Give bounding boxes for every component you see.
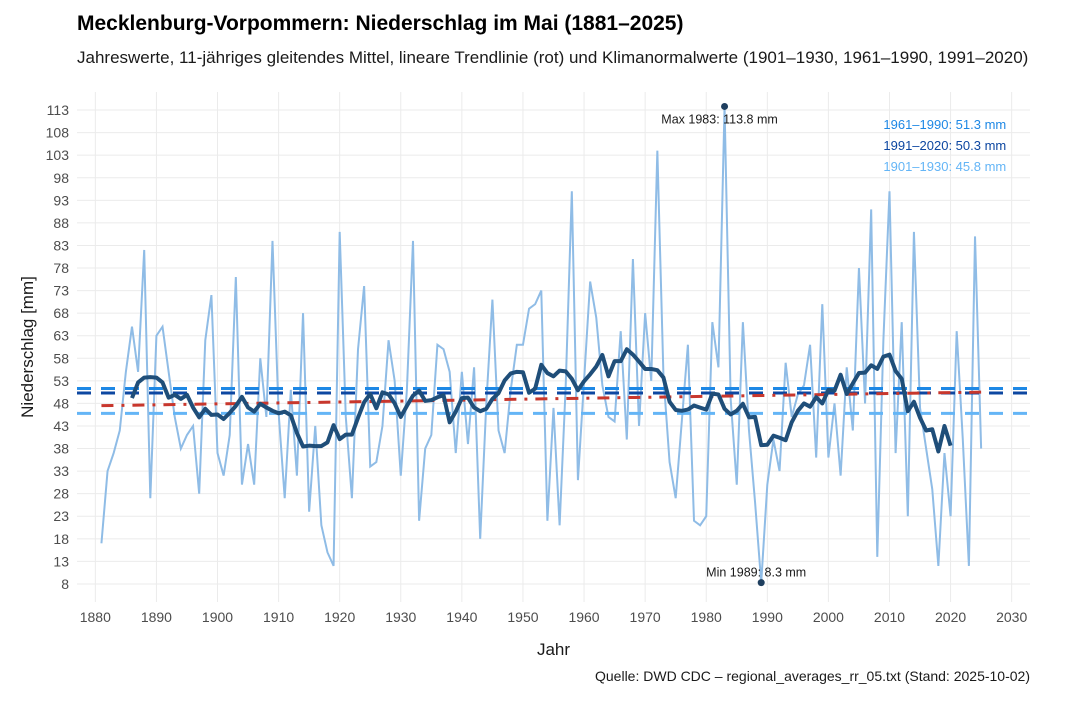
normal-label: 1901–1930: 45.8 mm — [883, 159, 1006, 174]
x-tick-label: 1910 — [263, 609, 294, 625]
y-tick-label: 53 — [53, 373, 69, 389]
y-tick-label: 98 — [53, 170, 69, 186]
x-tick-label: 2030 — [996, 609, 1027, 625]
x-tick-label: 1890 — [141, 609, 172, 625]
y-axis-label: Niederschlag [mm] — [18, 276, 37, 418]
y-tick-label: 108 — [46, 125, 70, 141]
y-tick-label: 8 — [61, 576, 69, 592]
y-tick-label: 63 — [53, 328, 69, 344]
extreme-label: Min 1989: 8.3 mm — [706, 566, 806, 580]
chart-title: Mecklenburg-Vorpommern: Niederschlag im … — [77, 12, 684, 35]
y-tick-label: 83 — [53, 237, 69, 253]
y-tick-label: 43 — [53, 418, 69, 434]
x-tick-label: 1990 — [752, 609, 783, 625]
x-tick-label: 1940 — [446, 609, 477, 625]
y-tick-label: 23 — [53, 508, 69, 524]
trend-line — [101, 390, 982, 408]
y-tick-label: 28 — [53, 486, 69, 502]
normal-label: 1961–1990: 51.3 mm — [883, 117, 1006, 132]
chart-subtitle: Jahreswerte, 11-jähriges gleitendes Mitt… — [77, 48, 1029, 67]
x-tick-label: 2010 — [874, 609, 905, 625]
x-tick-label: 1980 — [691, 609, 722, 625]
x-tick-label: 1960 — [568, 609, 599, 625]
y-tick-label: 58 — [53, 350, 69, 366]
y-tick-label: 88 — [53, 215, 69, 231]
y-tick-label: 33 — [53, 463, 69, 479]
x-tick-label: 1970 — [630, 609, 661, 625]
normal-label: 1991–2020: 50.3 mm — [883, 138, 1006, 153]
y-tick-label: 113 — [47, 102, 70, 118]
x-tick-label: 2020 — [935, 609, 966, 625]
x-tick-label: 1900 — [202, 609, 233, 625]
y-tick-label: 48 — [53, 395, 69, 411]
moving-average-line — [130, 347, 953, 454]
extreme-point — [757, 579, 765, 587]
extreme-point — [721, 102, 729, 110]
x-tick-label: 1880 — [80, 609, 111, 625]
y-tick-label: 93 — [53, 192, 69, 208]
x-tick-label: 1920 — [324, 609, 355, 625]
x-tick-label: 2000 — [813, 609, 844, 625]
x-tick-label: 1930 — [385, 609, 416, 625]
y-tick-label: 78 — [53, 260, 69, 276]
y-tick-label: 103 — [46, 147, 70, 163]
y-tick-label: 38 — [53, 441, 69, 457]
x-axis-label: Jahr — [537, 640, 570, 659]
y-tick-label: 73 — [53, 283, 69, 299]
chart-caption: Quelle: DWD CDC – regional_averages_rr_0… — [595, 668, 1030, 684]
y-tick-label: 13 — [53, 553, 69, 569]
extreme-label: Max 1983: 113.8 mm — [661, 112, 778, 126]
y-tick-label: 18 — [53, 531, 69, 547]
y-tick-label: 68 — [53, 305, 69, 321]
annual-values-line — [100, 106, 983, 583]
x-tick-label: 1950 — [507, 609, 538, 625]
